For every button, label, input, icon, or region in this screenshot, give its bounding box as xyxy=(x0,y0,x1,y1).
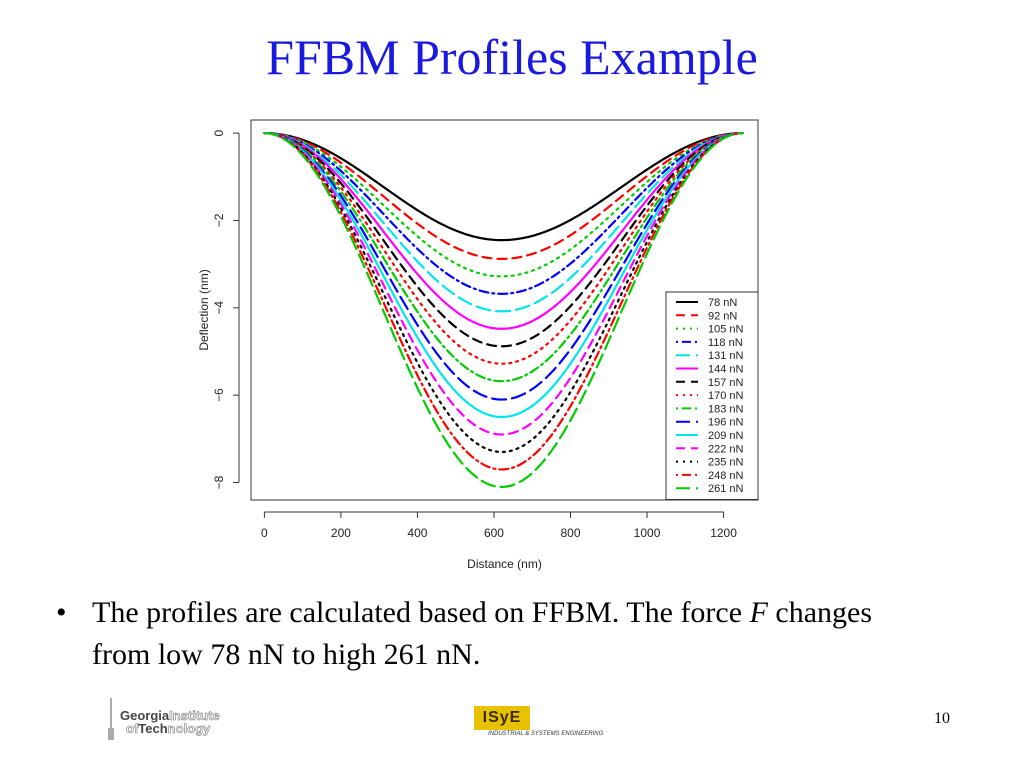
y-tick-label: 0 xyxy=(212,129,226,136)
legend-label: 222 nN xyxy=(708,443,744,455)
series-line xyxy=(263,132,744,278)
bullet-text: The profiles are calculated based on FFB… xyxy=(92,592,932,676)
legend-label: 248 nN xyxy=(708,470,744,482)
legend-label: 235 nN xyxy=(708,457,744,469)
slide-title: FFBM Profiles Example xyxy=(266,29,758,85)
bullet-marker: • xyxy=(56,596,67,629)
y-tick-label: −4 xyxy=(212,301,226,315)
x-axis-label: Distance (nm) xyxy=(467,557,542,571)
series-line xyxy=(263,132,744,383)
legend-label: 105 nN xyxy=(708,324,744,336)
series-line xyxy=(263,132,744,365)
tower-icon xyxy=(108,698,114,740)
axes: 0 200 400 600 800 1000 1200 0 −2 −4 −6 −8 Distance (… xyxy=(197,129,737,571)
x-tick-label: 200 xyxy=(331,526,351,540)
x-tick-label: 400 xyxy=(407,526,427,540)
gt-logo-word-institute: Institute xyxy=(169,708,220,724)
legend-label: 170 nN xyxy=(708,390,744,402)
x-tick-label: 1200 xyxy=(710,526,737,540)
legend-label: 196 nN xyxy=(708,417,744,429)
georgia-tech-logo: GeorgiaInstitute ofTechnology xyxy=(106,696,266,742)
legend-label: 118 nN xyxy=(708,337,743,349)
isye-logo: ISyE INDUSTRIAL & SYSTEMS ENGINEERING xyxy=(474,706,604,740)
bullet-text-start: The profiles are calculated based on FFB… xyxy=(92,596,750,629)
gt-logo-word-tech: Tech xyxy=(138,721,168,736)
series-lines xyxy=(263,132,744,489)
gt-logo-word-of: of xyxy=(126,721,139,737)
legend-label: 157 nN xyxy=(708,377,744,389)
legend-label: 131 nN xyxy=(708,350,744,362)
page-number: 10 xyxy=(934,710,950,727)
legend-label: 92 nN xyxy=(708,310,737,322)
series-line xyxy=(263,132,744,436)
x-tick-label: 600 xyxy=(484,526,504,540)
deflection-profile-chart: 0 200 400 600 800 1000 1200 0 −2 −4 −6 −8 Distance (… xyxy=(197,119,759,571)
x-tick-label: 800 xyxy=(560,526,580,540)
series-line xyxy=(263,132,744,419)
legend-label: 144 nN xyxy=(708,364,744,376)
legend-box xyxy=(665,291,759,500)
series-line xyxy=(263,132,744,348)
y-tick-label: −8 xyxy=(212,475,226,489)
gt-logo-line2: ofTechnology xyxy=(126,721,211,737)
series-line xyxy=(263,132,744,401)
y-tick-label: −2 xyxy=(212,213,226,227)
gt-logo-word-nology: nology xyxy=(167,721,211,737)
series-line xyxy=(263,132,744,242)
x-tick-label: 1000 xyxy=(634,526,661,540)
series-line xyxy=(263,132,744,454)
series-line xyxy=(263,132,744,471)
legend-label: 209 nN xyxy=(708,430,744,442)
series-line xyxy=(263,132,744,330)
isye-mark: ISyE xyxy=(474,706,530,730)
y-axis-label: Deflection (nm) xyxy=(197,269,211,350)
series-line xyxy=(263,132,744,489)
legend-label: 183 nN xyxy=(708,403,744,415)
series-line xyxy=(263,132,744,261)
x-tick-label: 0 xyxy=(261,526,268,540)
isye-subtitle: INDUSTRIAL & SYSTEMS ENGINEERING xyxy=(488,731,604,737)
legend-label: 78 nN xyxy=(708,297,737,309)
legend-label: 261 nN xyxy=(708,483,744,495)
force-variable: F xyxy=(749,596,768,629)
gt-logo-word-georgia: Georgia xyxy=(120,708,170,723)
series-line xyxy=(263,132,744,295)
series-line xyxy=(263,132,744,313)
bullet-text-end: changes from low 78 nN to high 261 nN. xyxy=(92,596,873,671)
gt-logo-line1: GeorgiaInstitute xyxy=(120,708,220,724)
y-tick-label: −6 xyxy=(212,388,226,402)
